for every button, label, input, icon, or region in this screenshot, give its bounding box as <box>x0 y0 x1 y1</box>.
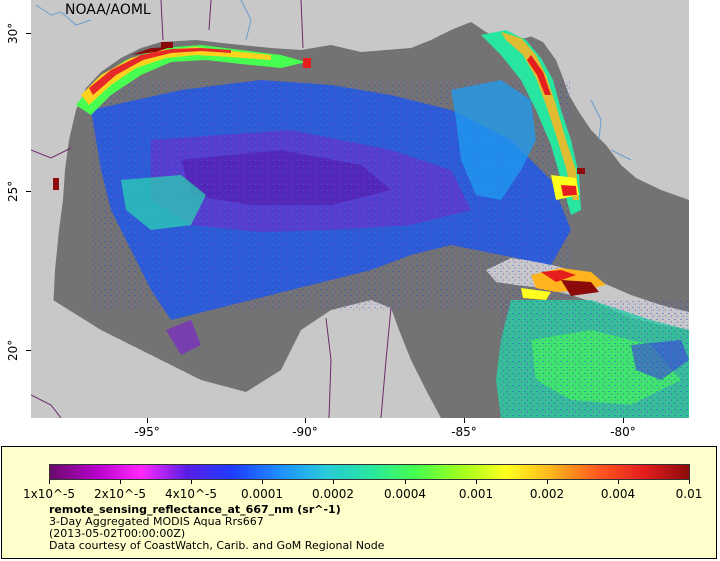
colorbar-tick <box>191 480 192 484</box>
colorbar-tick <box>262 480 263 484</box>
map-panel: NOAA/AOML <box>31 0 689 418</box>
land-florida <box>486 0 689 200</box>
colorbar-tick-label: 0.01 <box>675 487 703 501</box>
colorbar-tick <box>405 480 406 484</box>
lon-tick-80 <box>623 418 624 423</box>
legend-title: remote_sensing_reflectance_at_667_nm (sr… <box>49 503 341 516</box>
land-yucatan <box>53 300 441 418</box>
lat-tick-30 <box>26 33 31 34</box>
rivers <box>35 0 632 161</box>
lon-tick-85 <box>464 418 465 423</box>
land-us-gulf-coast <box>31 0 689 418</box>
political-borders <box>31 0 392 418</box>
colorbar-tick <box>547 480 548 484</box>
map-canvas <box>31 0 689 418</box>
lat-label-30: 30° <box>6 22 20 44</box>
lon-tick-95 <box>147 418 148 423</box>
colorbar-tick-label: 4x10^-5 <box>164 487 218 501</box>
colorbar-tick <box>120 480 121 484</box>
colorbar-tick-label: 2x10^-5 <box>93 487 147 501</box>
colorbar <box>49 464 690 480</box>
colorbar-tick <box>49 480 50 484</box>
lat-tick-20 <box>26 350 31 351</box>
lat-label-25: 25° <box>6 180 20 202</box>
attribution-label: NOAA/AOML <box>65 2 151 18</box>
lat-label-20: 20° <box>6 339 20 361</box>
legend-text: remote_sensing_reflectance_at_667_nm (sr… <box>49 504 384 552</box>
lon-tick-90 <box>305 418 306 423</box>
colorbar-tick-label: 0.001 <box>458 487 494 501</box>
lat-tick-25 <box>26 191 31 192</box>
lon-label-80: -80° <box>610 425 636 439</box>
colorbar-tick <box>618 480 619 484</box>
lon-label-85: -85° <box>451 425 477 439</box>
lon-label-95: -95° <box>134 425 160 439</box>
legend-credit: Data courtesy of CoastWatch, Carib. and … <box>49 539 385 552</box>
colorbar-tick-label: 0.004 <box>600 487 636 501</box>
colorbar-tick-label: 1x10^-5 <box>22 487 76 501</box>
legend-dataset: 3-Day Aggregated MODIS Aqua Rrs667 <box>49 515 264 528</box>
colorbar-tick-label: 0.0001 <box>241 487 283 501</box>
colorbar-tick <box>333 480 334 484</box>
reflectance-data <box>53 30 689 418</box>
legend-panel: remote_sensing_reflectance_at_667_nm (sr… <box>1 446 717 559</box>
colorbar-tick <box>689 480 690 484</box>
colorbar-tick-label: 0.0002 <box>312 487 354 501</box>
colorbar-tick-label: 0.002 <box>529 487 565 501</box>
colorbar-tick <box>476 480 477 484</box>
legend-date: (2013-05-02T00:00:00Z) <box>49 527 186 540</box>
lon-label-90: -90° <box>292 425 318 439</box>
colorbar-tick-label: 0.0004 <box>384 487 426 501</box>
